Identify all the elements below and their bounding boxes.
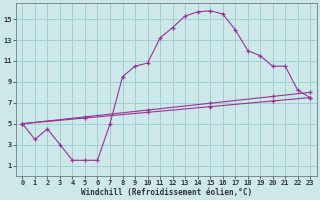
X-axis label: Windchill (Refroidissement éolien,°C): Windchill (Refroidissement éolien,°C) [81,188,252,197]
